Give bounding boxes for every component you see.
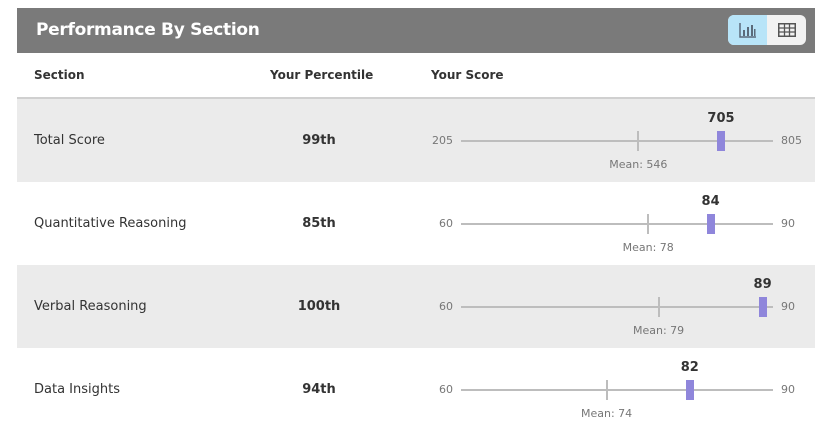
percentile: 99th [302,133,336,148]
score-marker [717,131,725,151]
score-track [461,389,773,391]
table-view-button[interactable] [767,15,806,45]
bar-chart-icon [738,23,756,38]
score-marker [758,297,767,317]
mean-tick [605,380,608,400]
score-value: 84 [701,194,720,209]
card-title: Performance By Section [36,20,260,40]
scale-min: 205 [432,134,453,147]
mean-tick [657,297,660,317]
view-toggle [728,15,806,45]
score-value: 82 [680,360,699,375]
mean-label: Mean: 79 [633,324,685,337]
table-row: Verbal Reasoning 100th 60 90 Mean: 79 89 [17,265,815,348]
table-row: Quantitative Reasoning 85th 60 90 Mean: … [17,182,815,265]
score-track [461,140,773,142]
mean-tick [647,214,650,234]
scale-max: 90 [781,300,795,313]
chart-view-button[interactable] [728,15,767,45]
scale-min: 60 [439,383,453,396]
col-score: Your Score [431,68,504,82]
table-icon [777,23,796,37]
percentile: 100th [297,299,341,314]
score-marker [685,380,694,400]
scale-min: 60 [439,300,453,313]
table-row: Total Score 99th 205 805 Mean: 546 705 [17,99,815,182]
scale-max: 90 [781,383,795,396]
section-name: Total Score [34,133,105,148]
mean-tick [637,131,640,151]
score-track [461,223,773,225]
mean-label: Mean: 546 [609,158,668,171]
score-track [461,306,773,308]
scale-max: 805 [781,134,802,147]
percentile: 94th [302,382,336,397]
table-row: Data Insights 94th 60 90 Mean: 74 82 [17,348,815,431]
score-value: 89 [753,277,772,292]
score-value: 705 [707,111,735,126]
performance-card: Performance By Section Section Your Perc… [17,8,815,431]
percentile: 85th [302,216,336,231]
mean-label: Mean: 78 [622,241,674,254]
mean-label: Mean: 74 [581,407,633,420]
score-marker [706,214,715,234]
scale-min: 60 [439,217,453,230]
column-headers: Section Your Percentile Your Score [17,53,815,99]
section-name: Verbal Reasoning [34,299,147,314]
card-header: Performance By Section [17,8,815,53]
col-section: Section [34,68,85,82]
section-name: Quantitative Reasoning [34,216,187,231]
section-name: Data Insights [34,382,120,397]
col-percentile: Your Percentile [270,68,374,82]
scale-max: 90 [781,217,795,230]
